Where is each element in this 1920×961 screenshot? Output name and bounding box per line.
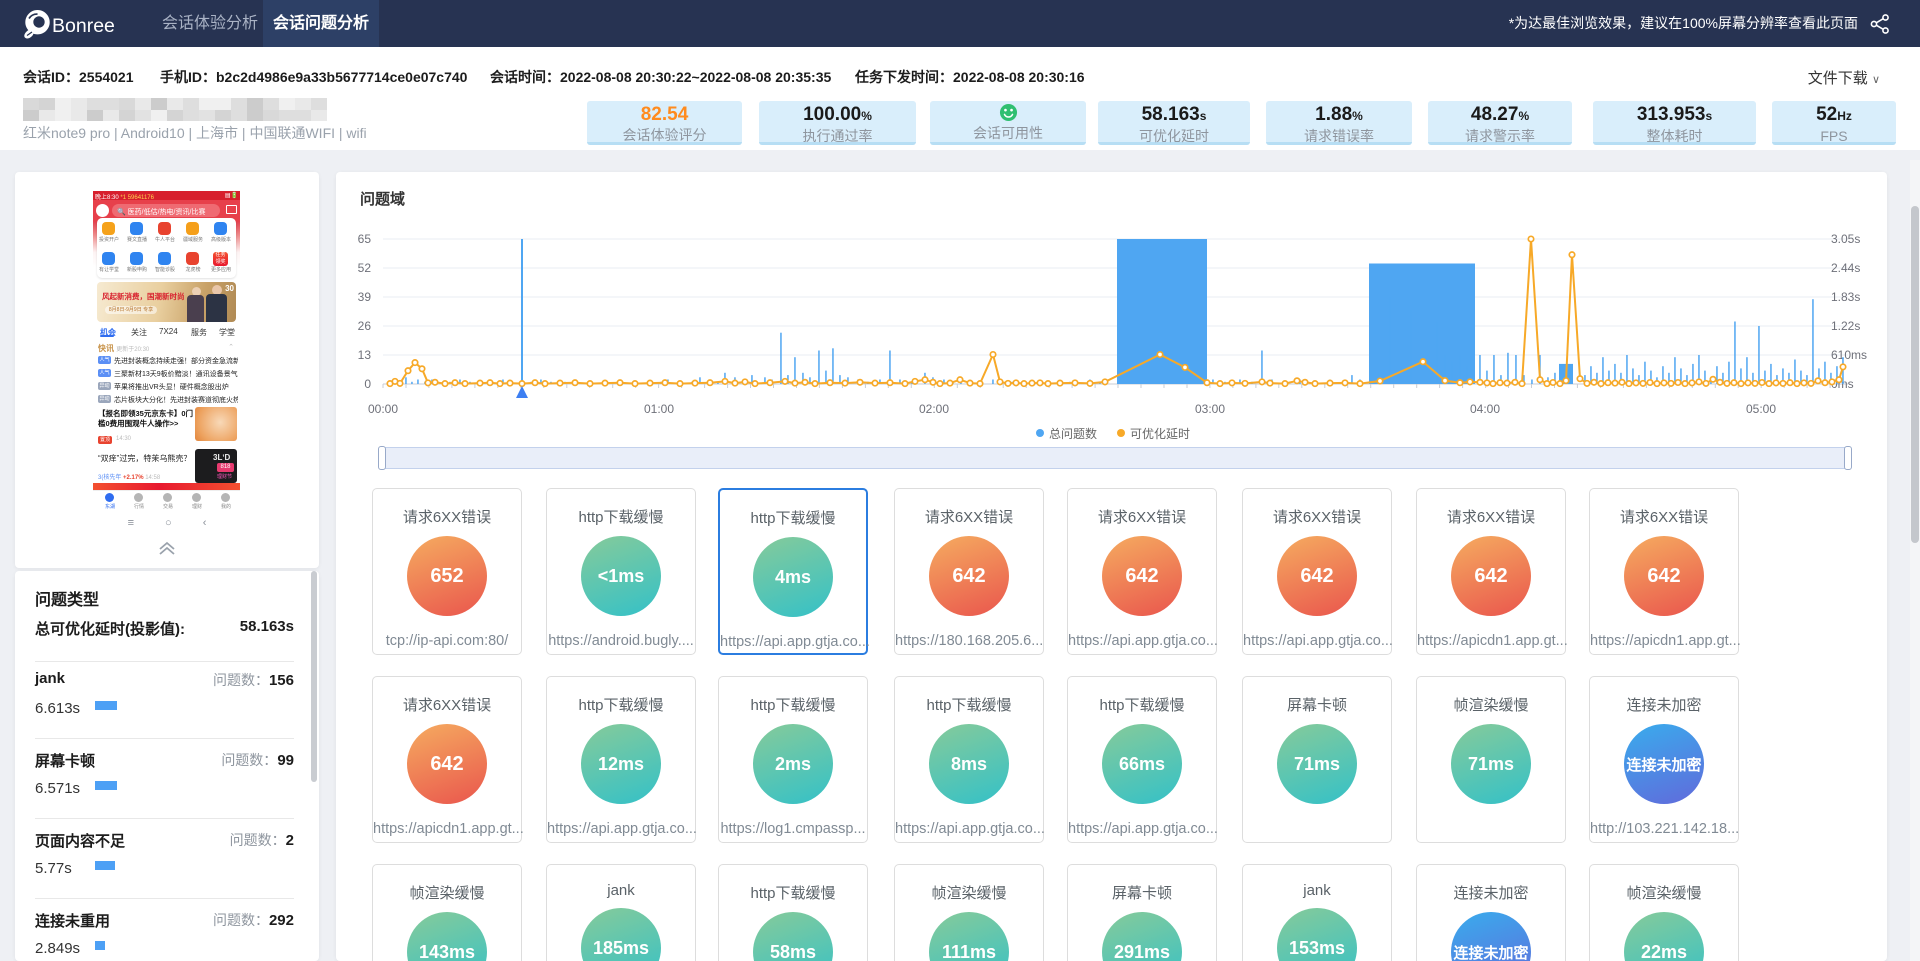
svg-text:52: 52 — [358, 261, 372, 275]
svg-text:1.83s: 1.83s — [1831, 290, 1860, 304]
svg-text:05:00: 05:00 — [1746, 402, 1776, 416]
svg-text:Bonree: Bonree — [52, 15, 115, 37]
svg-text:26: 26 — [358, 319, 372, 333]
svg-text:01:00: 01:00 — [644, 402, 674, 416]
svg-text:0: 0 — [364, 377, 371, 391]
svg-text:610ms: 610ms — [1831, 348, 1867, 362]
svg-text:39: 39 — [358, 290, 372, 304]
svg-text:00:00: 00:00 — [368, 402, 398, 416]
svg-text:13: 13 — [358, 348, 372, 362]
svg-text:03:00: 03:00 — [1195, 402, 1225, 416]
svg-text:3.05s: 3.05s — [1831, 232, 1860, 246]
svg-text:2.44s: 2.44s — [1831, 261, 1860, 275]
svg-text:1.22s: 1.22s — [1831, 319, 1860, 333]
svg-text:02:00: 02:00 — [919, 402, 949, 416]
svg-text:04:00: 04:00 — [1470, 402, 1500, 416]
svg-text:65: 65 — [358, 232, 372, 246]
